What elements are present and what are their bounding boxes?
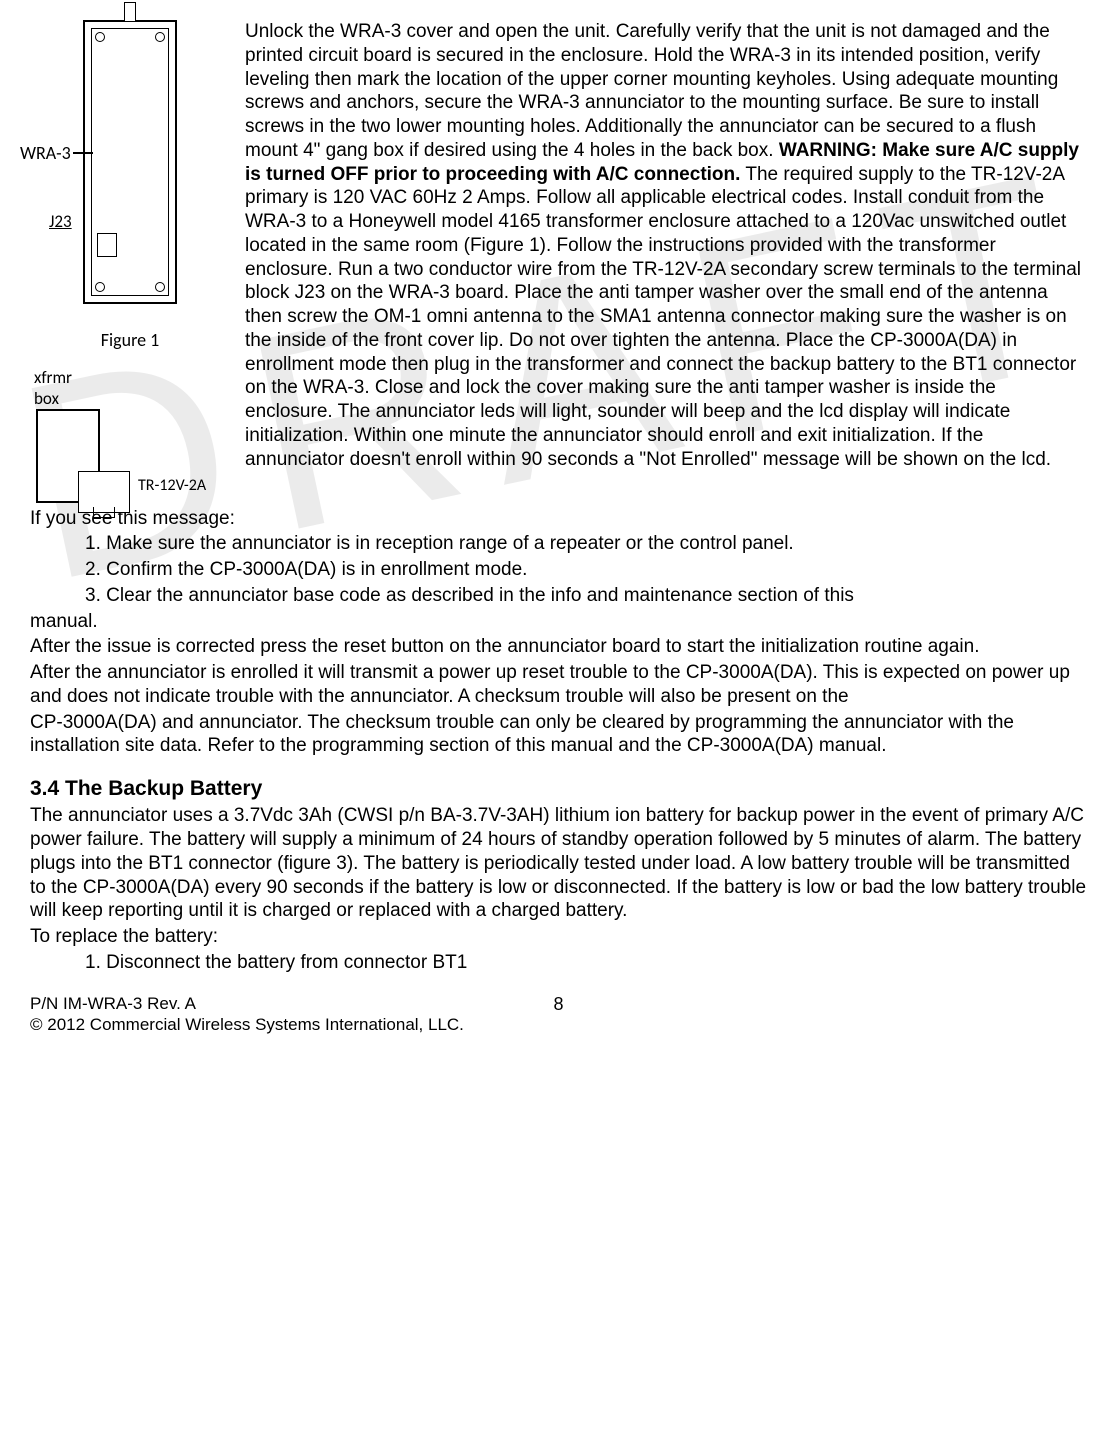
main-para-2: The required supply to the TR-12V-2A pri… [245, 164, 1081, 470]
wra-3-device-icon: WRA-3 J23 [83, 20, 177, 304]
main-paragraph: Unlock the WRA-3 cover and open the unit… [245, 20, 1087, 471]
j23-label: J23 [49, 211, 72, 232]
section-3-4-body: The annunciator uses a 3.7Vdc 3Ah (CWSI … [30, 804, 1087, 923]
manual-word: manual. [30, 610, 1087, 634]
step-1: 1. Make sure the annunciator is in recep… [85, 532, 1087, 556]
transformer-box-icon: TR-12V-2A [36, 409, 100, 503]
to-replace-battery: To replace the battery: [30, 925, 1087, 949]
tr-device-icon [78, 471, 130, 513]
replace-step-1: 1. Disconnect the battery from connector… [85, 951, 1087, 975]
figure-column: WRA-3 J23 Figure 1 xfrmr box TR-12V-2A [30, 20, 230, 507]
after-issue-para: After the issue is corrected press the r… [30, 635, 1087, 659]
wra-3-label: WRA-3 [20, 142, 71, 165]
figure-caption: Figure 1 [30, 329, 230, 352]
section-3-4-title: 3.4 The Backup Battery [30, 776, 1087, 802]
figure-1-diagram: WRA-3 J23 Figure 1 xfrmr box TR-12V-2A [30, 20, 230, 507]
xfrmr-label-1: xfrmr [34, 367, 230, 388]
page-footer: P/N IM-WRA-3 Rev. A 8 © 2012 Commercial … [30, 993, 1087, 1036]
footer-copyright: © 2012 Commercial Wireless Systems Inter… [30, 1014, 1087, 1035]
cp-line-para: CP-3000A(DA) and annunciator. The checks… [30, 711, 1087, 759]
page-number: 8 [553, 993, 563, 1016]
step-3: 3. Clear the annunciator base code as de… [85, 584, 1087, 608]
after-enrolled-para: After the annunciator is enrolled it wil… [30, 661, 1087, 709]
step-2: 2. Confirm the CP-3000A(DA) is in enroll… [85, 558, 1087, 582]
top-section: WRA-3 J23 Figure 1 xfrmr box TR-12V-2A [30, 20, 1087, 507]
xfrmr-label-2: box [34, 388, 230, 409]
tr-12v-label: TR-12V-2A [138, 476, 206, 496]
if-you-see-message: If you see this message: [30, 507, 1087, 531]
main-text-column: Unlock the WRA-3 cover and open the unit… [245, 20, 1087, 473]
